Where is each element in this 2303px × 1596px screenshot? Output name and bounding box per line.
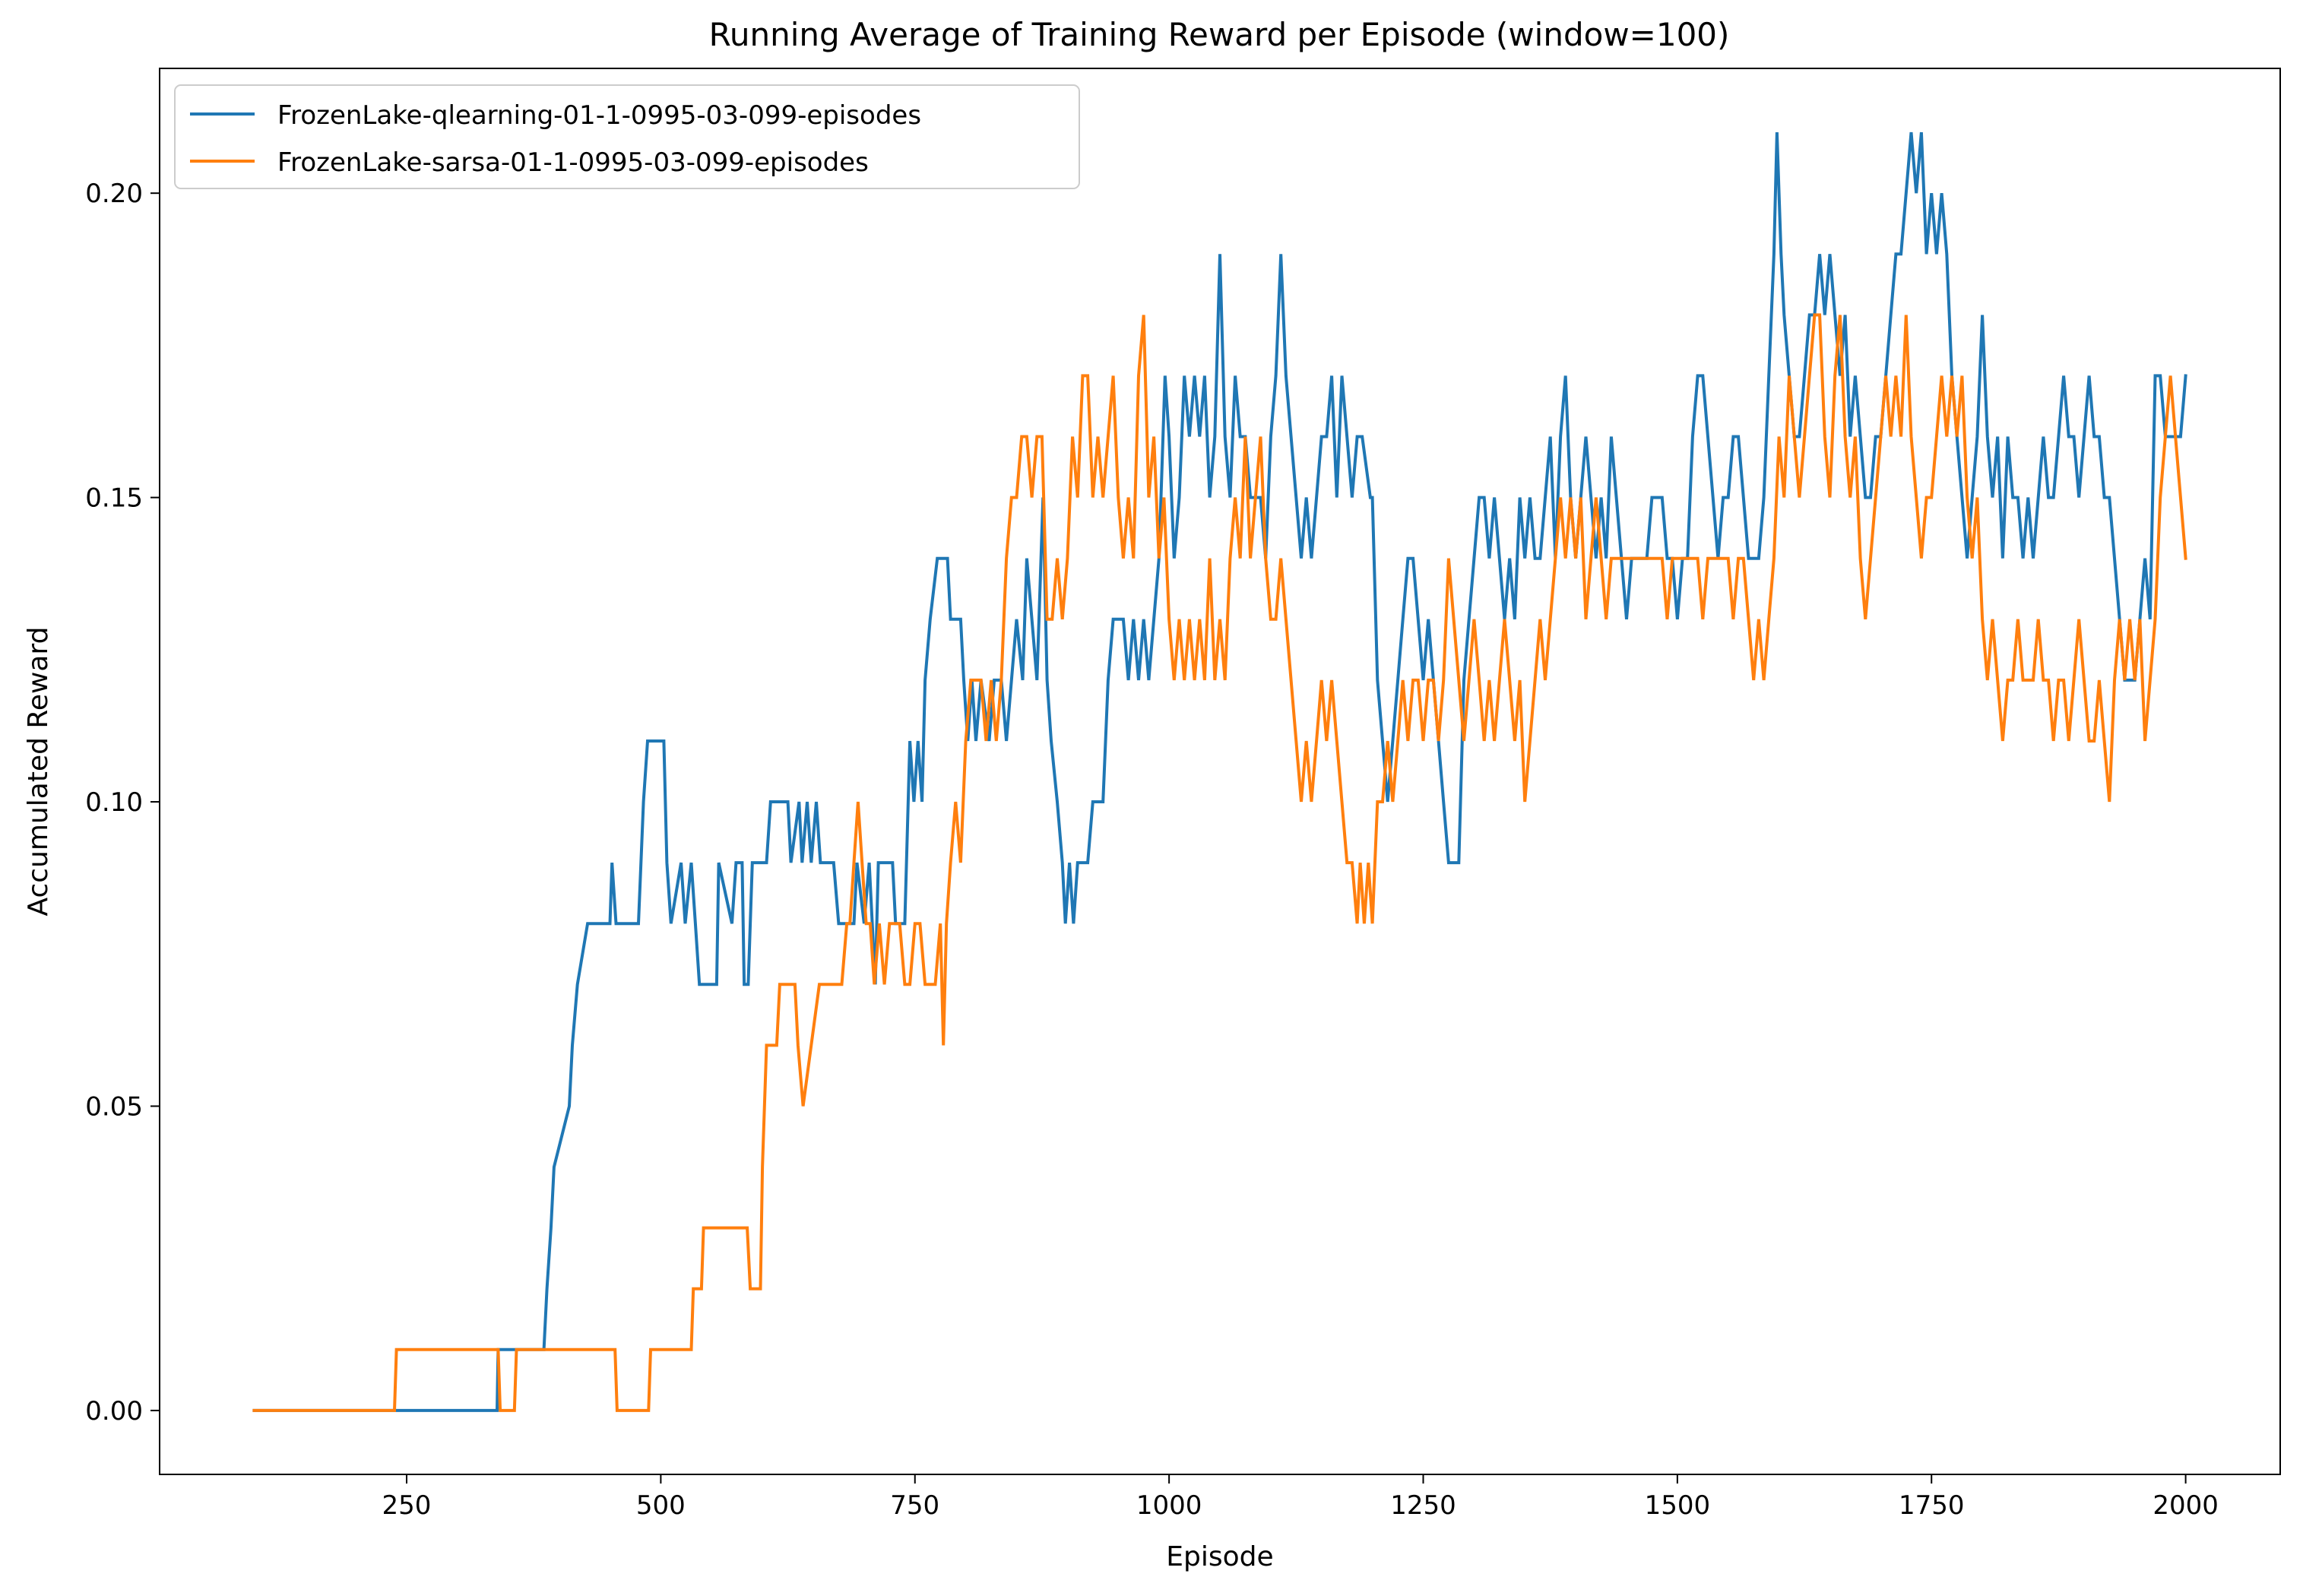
x-tick-label: 250 bbox=[382, 1490, 432, 1521]
y-tick-label: 0.20 bbox=[85, 179, 143, 209]
y-axis-label: Accumulated Reward bbox=[23, 627, 54, 917]
x-tick-label: 1750 bbox=[1899, 1490, 1965, 1521]
legend-label-sarsa: FrozenLake-sarsa-01-1-0995-03-099-episod… bbox=[277, 147, 869, 178]
y-tick-label: 0.10 bbox=[85, 787, 143, 818]
x-axis-ticks: 250 500 750 1000 1250 1500 1750 2000 bbox=[382, 1474, 2219, 1521]
x-tick-label: 2000 bbox=[2153, 1490, 2219, 1521]
x-axis-label: Episode bbox=[1166, 1541, 1273, 1572]
series-line-qlearning bbox=[252, 131, 2187, 1412]
y-tick-label: 0.00 bbox=[85, 1396, 143, 1427]
y-tick-label: 0.05 bbox=[85, 1091, 143, 1122]
x-tick-label: 750 bbox=[890, 1490, 939, 1521]
legend: FrozenLake-qlearning-01-1-0995-03-099-ep… bbox=[174, 84, 1080, 189]
y-axis-ticks: 0.00 0.05 0.10 0.15 0.20 bbox=[85, 179, 160, 1427]
y-tick-label: 0.15 bbox=[85, 483, 143, 514]
legend-box bbox=[174, 84, 1080, 189]
chart-title: Running Average of Training Reward per E… bbox=[709, 16, 1730, 53]
legend-label-qlearning: FrozenLake-qlearning-01-1-0995-03-099-ep… bbox=[277, 100, 921, 131]
x-tick-label: 1250 bbox=[1390, 1490, 1456, 1521]
x-tick-label: 500 bbox=[636, 1490, 686, 1521]
plot-series-group bbox=[252, 131, 2187, 1412]
x-tick-label: 1000 bbox=[1136, 1490, 1202, 1521]
x-tick-label: 1500 bbox=[1645, 1490, 1711, 1521]
series-line-sarsa bbox=[252, 313, 2187, 1412]
plot-frame bbox=[159, 68, 2281, 1475]
